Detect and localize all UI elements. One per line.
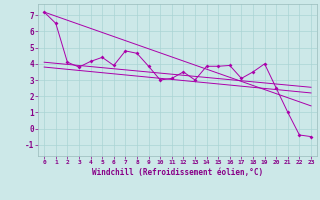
X-axis label: Windchill (Refroidissement éolien,°C): Windchill (Refroidissement éolien,°C) bbox=[92, 168, 263, 177]
